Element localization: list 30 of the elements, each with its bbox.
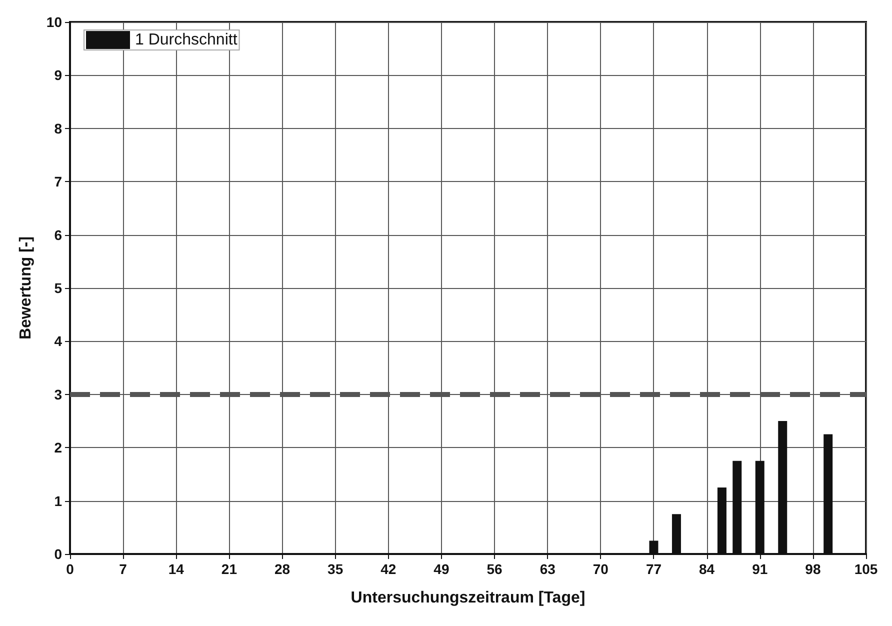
x-tick-label: 56 xyxy=(486,561,503,577)
y-axis-title: Bewertung [-] xyxy=(18,236,34,340)
y-tick-label: 1 xyxy=(54,492,62,509)
y-tick-label: 2 xyxy=(54,440,62,456)
legend-label: 1 Durchschnitt xyxy=(135,32,238,48)
y-tick-label: 8 xyxy=(54,120,62,136)
x-tick-label: 91 xyxy=(752,561,768,577)
x-tick-label: 84 xyxy=(699,561,715,577)
x-tick-label: 105 xyxy=(854,561,878,577)
x-tick-label: 0 xyxy=(66,561,74,577)
x-tick-label: 42 xyxy=(380,561,396,577)
y-tick-label: 0 xyxy=(54,546,62,562)
y-tick-label: 5 xyxy=(54,280,62,296)
x-tick-label: 49 xyxy=(434,561,450,577)
x-tick-label: 63 xyxy=(540,561,556,577)
y-tick-label: 6 xyxy=(54,226,62,243)
y-tick-label: 10 xyxy=(46,14,62,30)
y-tick-label: 4 xyxy=(54,333,62,350)
x-tick-label: 21 xyxy=(221,561,238,577)
x-tick-label: 77 xyxy=(646,561,662,577)
x-tick-label: 70 xyxy=(592,561,609,577)
x-tick-label: 98 xyxy=(805,561,821,577)
y-tick-label: 3 xyxy=(54,386,62,402)
x-axis-title: Untersuchungszeitraum [Tage] xyxy=(350,590,586,606)
x-tick-label: 35 xyxy=(328,561,344,577)
y-tick-label: 9 xyxy=(54,67,62,84)
x-tick-label: 28 xyxy=(274,561,290,577)
x-tick-label: 7 xyxy=(119,561,128,577)
x-tick-label: 14 xyxy=(168,561,184,577)
y-tick-label: 7 xyxy=(54,174,62,190)
